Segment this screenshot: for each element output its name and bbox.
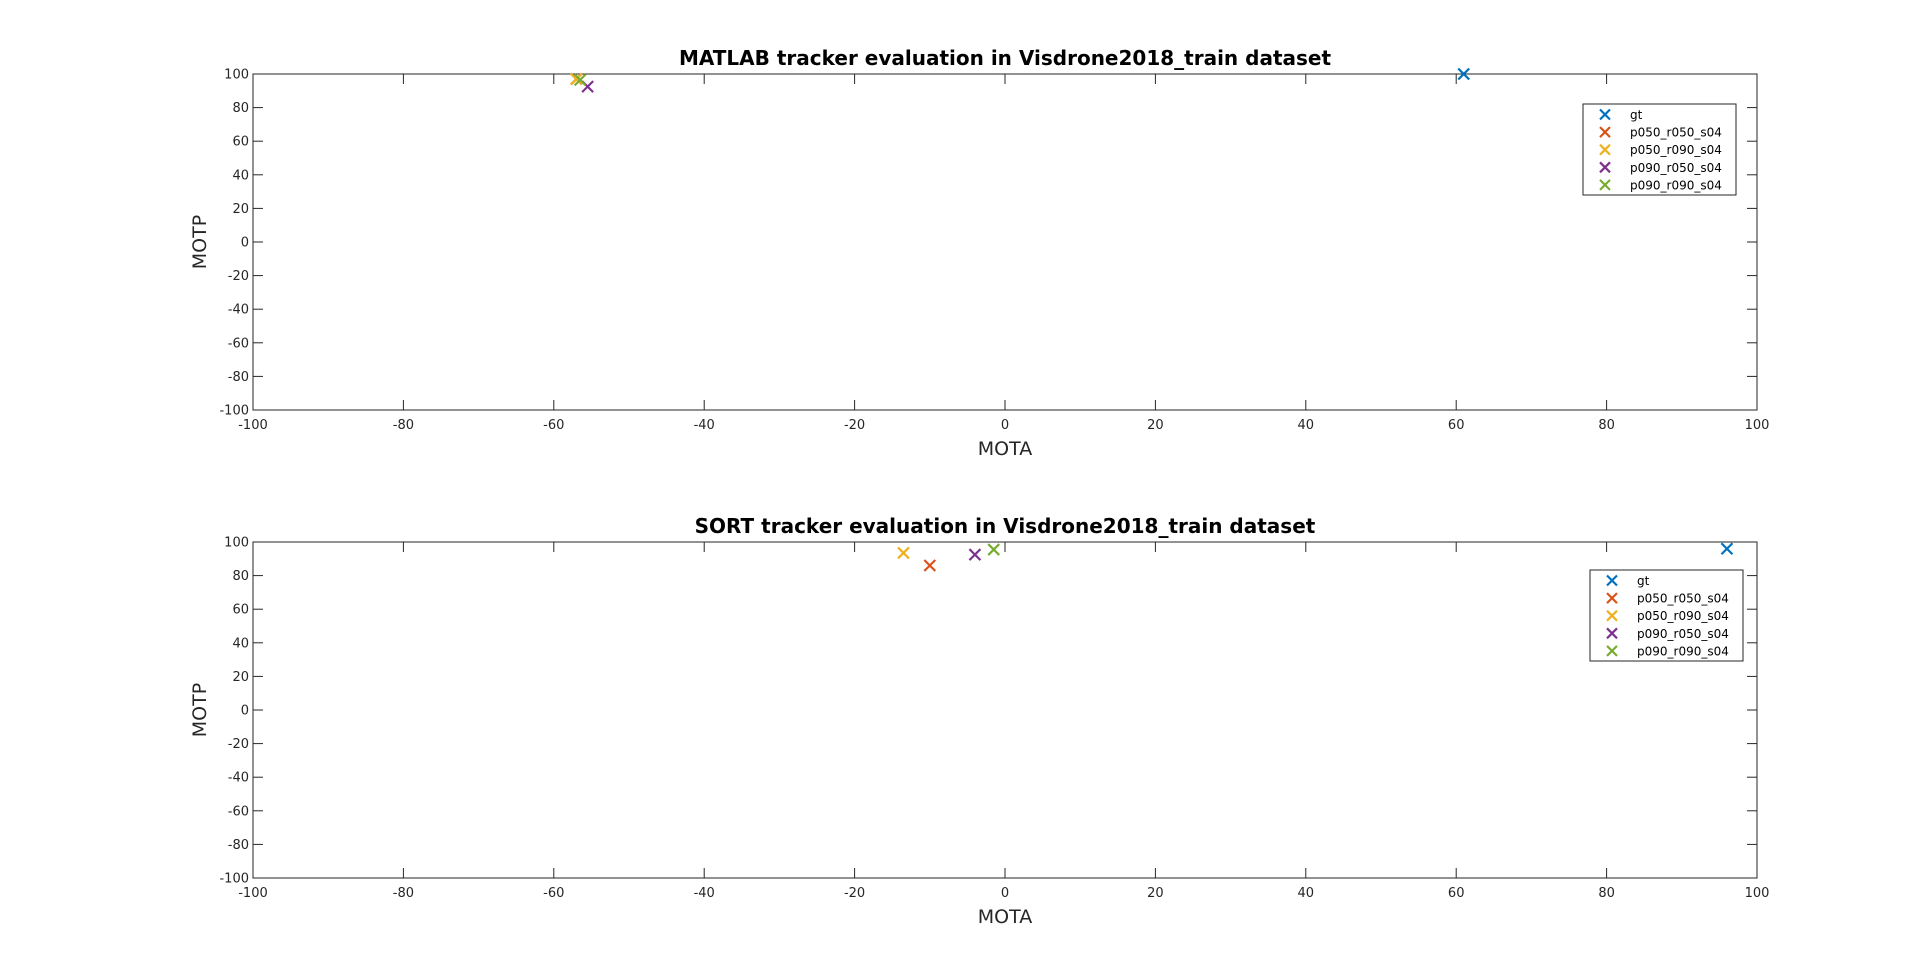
- y-tick-label: 60: [232, 135, 249, 150]
- legend: gt p050_r050_s04 p050_r090_s04 p090_r050_s0…: [1582, 103, 1737, 196]
- legend-entry: p050_r090_s04: [1637, 609, 1729, 623]
- legend-marker: [1599, 108, 1611, 121]
- y-tick-label: -80: [228, 370, 249, 385]
- legend-entry: p050_r050_s04: [1637, 592, 1729, 606]
- y-tick-label: 20: [232, 202, 249, 217]
- legend-marker: [1599, 143, 1611, 156]
- y-tick-label: -100: [219, 872, 249, 887]
- x-axis-label: MOTA: [978, 438, 1032, 460]
- y-tick-label: -20: [228, 269, 249, 284]
- y-tick-label: 80: [232, 101, 249, 116]
- chart-title: SORT tracker evaluation in Visdrone2018_…: [695, 514, 1316, 538]
- y-tick-label: 40: [232, 636, 249, 651]
- data-point-gt: [1720, 542, 1734, 555]
- legend-entry: gt: [1630, 108, 1643, 122]
- data-point-p090_r050_s04: [968, 548, 982, 561]
- x-tick-label: 100: [1745, 886, 1770, 901]
- legend-marker: [1599, 179, 1611, 191]
- x-tick-label: 40: [1298, 418, 1315, 433]
- data-point-p050_r050_s04: [923, 559, 937, 572]
- legend-entry: p050_r050_s04: [1630, 126, 1722, 140]
- x-tick-label: 40: [1298, 886, 1315, 901]
- x-tick-label: 80: [1598, 886, 1615, 901]
- x-tick-label: -40: [694, 886, 715, 901]
- legend-marker: [1599, 161, 1611, 174]
- x-axis-label: MOTA: [978, 906, 1032, 928]
- legend-entry: gt: [1637, 574, 1650, 588]
- y-tick-label: -40: [228, 771, 249, 786]
- y-axis-label: MOTP: [189, 683, 211, 737]
- y-tick-label: 0: [241, 704, 249, 719]
- x-tick-label: -80: [393, 418, 414, 433]
- x-tick-label: -100: [238, 886, 268, 901]
- y-axis-label: MOTP: [189, 215, 211, 269]
- y-tick-label: 20: [232, 670, 249, 685]
- x-tick-label: 0: [1001, 418, 1009, 433]
- data-point-p090_r090_s04: [987, 543, 1000, 556]
- legend-marker: [1606, 592, 1618, 604]
- legend-marker: [1606, 574, 1618, 587]
- data-point-gt: [1457, 67, 1470, 81]
- x-tick-label: -40: [694, 418, 715, 433]
- plot-area: [252, 541, 1758, 879]
- chart-title: MATLAB tracker evaluation in Visdrone201…: [679, 46, 1332, 70]
- y-tick-label: 60: [232, 603, 249, 618]
- y-tick-label: -60: [228, 336, 249, 351]
- y-tick-label: -80: [228, 838, 249, 853]
- y-tick-label: -20: [228, 737, 249, 752]
- plot-area: [252, 73, 1758, 411]
- x-tick-label: -60: [543, 418, 564, 433]
- data-point-p050_r090_s04: [570, 72, 583, 86]
- x-tick-label: 80: [1598, 418, 1615, 433]
- data-point-p090_r090_s04: [573, 73, 587, 87]
- x-tick-label: -20: [844, 418, 865, 433]
- y-tick-label: 40: [232, 168, 249, 183]
- x-tick-label: -80: [393, 886, 414, 901]
- y-tick-label: 80: [232, 569, 249, 584]
- y-tick-label: -100: [219, 404, 249, 419]
- legend-entry: p090_r090_s04: [1630, 178, 1722, 192]
- data-point-p050_r090_s04: [897, 546, 910, 560]
- y-tick-label: 100: [224, 536, 249, 551]
- x-tick-label: -100: [238, 418, 268, 433]
- x-tick-label: 60: [1448, 886, 1465, 901]
- legend-entry: p090_r050_s04: [1637, 627, 1729, 641]
- x-tick-label: 20: [1147, 418, 1164, 433]
- legend-marker: [1606, 609, 1618, 622]
- legend-entry: p090_r090_s04: [1637, 644, 1729, 658]
- y-tick-label: -40: [228, 303, 249, 318]
- y-tick-label: 0: [241, 236, 249, 251]
- legend-marker: [1599, 126, 1611, 138]
- x-tick-label: -60: [543, 886, 564, 901]
- legend-entry: p090_r050_s04: [1630, 161, 1722, 175]
- x-tick-label: 60: [1448, 418, 1465, 433]
- y-tick-label: -60: [228, 804, 249, 819]
- chart-panel-1: -100 -80 -60 -40 -20 0 20 40 60 80 100 -100 -80 -60 -4…: [189, 46, 1769, 460]
- x-tick-label: -20: [844, 886, 865, 901]
- legend-marker: [1606, 645, 1618, 657]
- x-tick-label: 0: [1001, 886, 1009, 901]
- legend: gt p050_r050_s04 p050_r090_s04 p090_r050_s0…: [1589, 569, 1744, 662]
- legend-marker: [1606, 627, 1618, 640]
- y-tick-label: 100: [224, 68, 249, 83]
- x-tick-label: 100: [1745, 418, 1770, 433]
- chart-panel-2: -100 -80 -60 -40 -20 0 20 40 60 80 100 -100 -80 -60 -4…: [189, 514, 1769, 928]
- x-tick-label: 20: [1147, 886, 1164, 901]
- legend-entry: p050_r090_s04: [1630, 143, 1722, 157]
